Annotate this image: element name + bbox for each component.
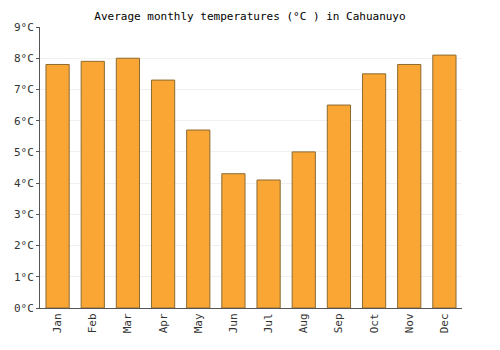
svg-text:Jan: Jan [51, 313, 64, 333]
svg-text:7°C: 7°C [14, 83, 34, 96]
svg-text:Average monthly temperatures (: Average monthly temperatures (°C ) in Ca… [94, 10, 405, 23]
svg-text:Jun: Jun [227, 313, 240, 333]
svg-text:5°C: 5°C [14, 146, 34, 159]
svg-text:Nov: Nov [403, 313, 416, 333]
svg-text:Feb: Feb [86, 313, 99, 333]
svg-text:3°C: 3°C [14, 208, 34, 221]
svg-text:Apr: Apr [157, 313, 170, 333]
svg-text:4°C: 4°C [14, 177, 34, 190]
svg-text:May: May [192, 313, 205, 333]
svg-text:2°C: 2°C [14, 239, 34, 252]
svg-text:9°C: 9°C [14, 21, 34, 34]
svg-text:Sep: Sep [332, 313, 345, 333]
svg-text:Mar: Mar [121, 313, 134, 333]
svg-text:Aug: Aug [297, 313, 310, 333]
svg-text:Jul: Jul [262, 313, 275, 333]
svg-text:Dec: Dec [438, 313, 451, 333]
svg-text:Oct: Oct [368, 313, 381, 333]
svg-text:0°C: 0°C [14, 302, 34, 315]
svg-text:8°C: 8°C [14, 52, 34, 65]
svg-text:1°C: 1°C [14, 271, 34, 284]
svg-text:6°C: 6°C [14, 115, 34, 128]
